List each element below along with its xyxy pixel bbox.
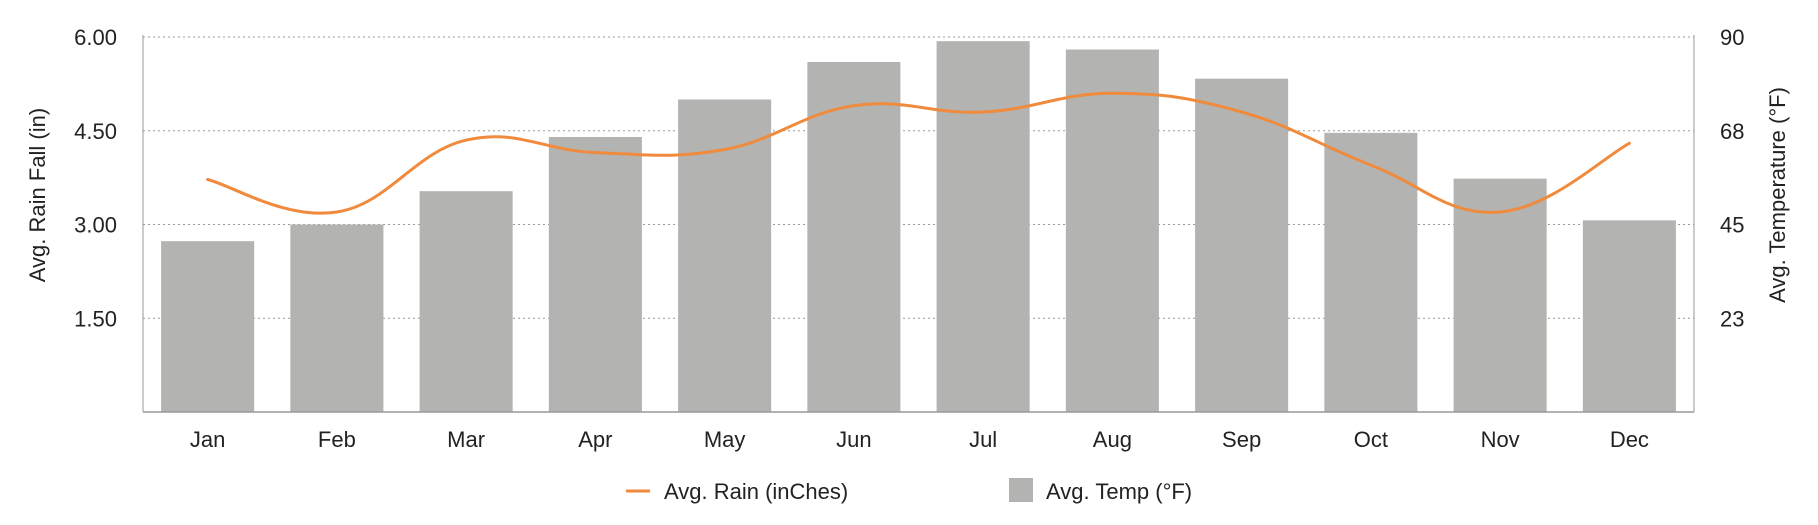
temp-bar — [678, 99, 772, 412]
rain-point — [464, 138, 468, 142]
rain-point — [206, 178, 210, 181]
right-tick-label: 68 — [1720, 119, 1744, 144]
right-tick-label: 45 — [1720, 213, 1744, 238]
temp-bar — [1582, 220, 1676, 412]
x-tick-label: Jul — [969, 427, 997, 452]
temp-bar — [290, 224, 384, 412]
x-ticks: Jan Feb Mar Apr May Jun Jul Aug Sep Oct Nov Dec — [190, 427, 1649, 452]
x-tick-label: Oct — [1354, 427, 1388, 452]
axes — [142, 35, 1695, 413]
temp-bar — [1453, 178, 1547, 412]
rain-point — [335, 210, 339, 214]
right-tick-label: 90 — [1720, 25, 1744, 50]
x-tick-label: Jun — [836, 427, 871, 452]
legend-rain-label: Avg. Rain (inChes) — [664, 479, 848, 504]
x-tick-label: Sep — [1222, 427, 1261, 452]
x-tick-label: Nov — [1481, 427, 1520, 452]
x-tick-label: Feb — [318, 427, 356, 452]
x-tick-label: Dec — [1610, 427, 1649, 452]
left-tick-label: 6.00 — [74, 25, 117, 50]
temp-bar — [1324, 132, 1418, 413]
left-y-ticks: 1.50 3.00 4.50 6.00 — [74, 25, 117, 331]
x-tick-label: Mar — [447, 427, 485, 452]
temp-bar — [807, 62, 901, 412]
right-tick-label: 23 — [1720, 306, 1744, 331]
rain-line-layer — [206, 91, 1631, 215]
x-tick-label: May — [704, 427, 746, 452]
rain-point — [723, 148, 727, 151]
right-y-ticks: 23 45 68 90 — [1720, 25, 1744, 331]
temp-bar — [1065, 49, 1159, 412]
left-tick-label: 1.50 — [74, 306, 117, 331]
temp-bar — [548, 137, 642, 412]
temperature-bars — [161, 41, 1676, 413]
temp-bar — [1195, 78, 1289, 413]
rain-point — [1627, 141, 1631, 145]
rain-line — [207, 91, 1631, 215]
left-axis-title: Avg. Rain Fall (in) — [25, 108, 50, 282]
temp-bar — [419, 191, 513, 412]
rain-point — [1240, 110, 1244, 114]
rain-point — [1369, 163, 1373, 167]
left-tick-label: 3.00 — [74, 213, 117, 238]
legend-temp-label: Avg. Temp (°F) — [1046, 479, 1192, 504]
rain-point — [852, 104, 856, 108]
legend: Avg. Rain (inChes) Avg. Temp (°F) — [626, 478, 1192, 504]
legend-temp-swatch — [1009, 478, 1033, 502]
rain-point — [981, 110, 985, 114]
x-tick-label: Jan — [190, 427, 225, 452]
temp-bar — [161, 241, 255, 412]
grid-lines — [143, 36, 1694, 319]
x-tick-label: Aug — [1093, 427, 1132, 452]
rain-point — [1110, 91, 1114, 95]
x-tick-label: Apr — [578, 427, 612, 452]
temp-bar — [936, 41, 1030, 413]
left-tick-label: 4.50 — [74, 119, 117, 144]
rain-point — [1498, 210, 1502, 214]
right-axis-title: Avg. Temperature (°F) — [1765, 87, 1790, 303]
rain-point — [593, 151, 597, 155]
